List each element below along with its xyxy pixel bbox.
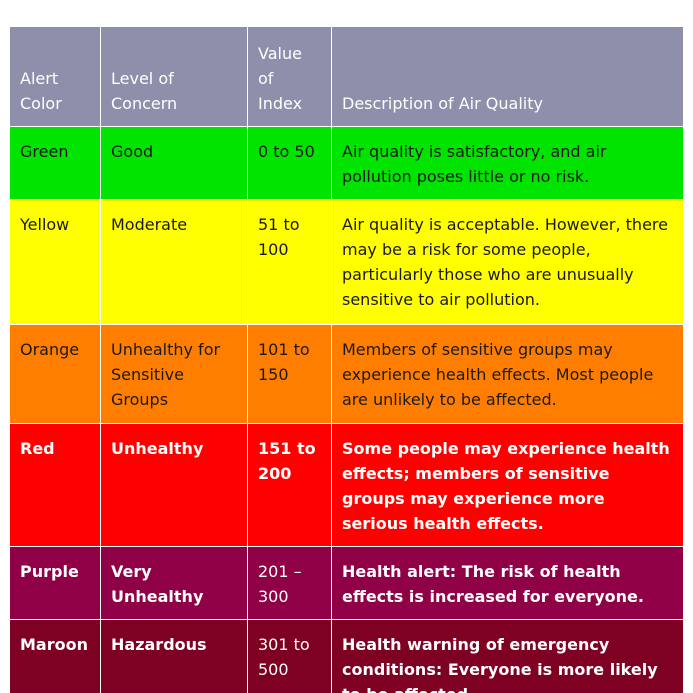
cell-alert-color: Yellow (9, 199, 101, 325)
cell-description: Health warning of emergency conditions: … (331, 619, 684, 693)
cell-alert-color: Green (9, 126, 101, 200)
cell-index-range: 101 to 150 (247, 324, 332, 424)
cell-description: Health alert: The risk of health effects… (331, 546, 684, 620)
cell-alert-color: Purple (9, 546, 101, 620)
table-header: Alert Color Level of Concern Value of In… (9, 26, 684, 127)
cell-description: Some people may experience health effect… (331, 423, 684, 547)
table-row-yellow: Yellow Moderate 51 to 100 Air quality is… (9, 199, 684, 325)
cell-index-range: 201 – 300 (247, 546, 332, 620)
table-body: Green Good 0 to 50 Air quality is satisf… (9, 126, 684, 693)
cell-index-range: 0 to 50 (247, 126, 332, 200)
header-level-of-concern: Level of Concern (100, 26, 248, 127)
cell-level-of-concern: Unhealthy (100, 423, 248, 547)
header-row: Alert Color Level of Concern Value of In… (9, 26, 684, 127)
header-alert-color: Alert Color (9, 26, 101, 127)
cell-index-range: 301 to 500 (247, 619, 332, 693)
cell-index-range: 151 to 200 (247, 423, 332, 547)
cell-alert-color: Maroon (9, 619, 101, 693)
table-row-purple: Purple Very Unhealthy 201 – 300 Health a… (9, 546, 684, 620)
table-row-red: Red Unhealthy 151 to 200 Some people may… (9, 423, 684, 547)
table-row-green: Green Good 0 to 50 Air quality is satisf… (9, 126, 684, 200)
header-value-of-index: Value of Index (247, 26, 332, 127)
cell-description: Members of sensitive groups may experien… (331, 324, 684, 424)
cell-level-of-concern: Unhealthy for Sensitive Groups (100, 324, 248, 424)
cell-description: Air quality is acceptable. However, ther… (331, 199, 684, 325)
cell-level-of-concern: Good (100, 126, 248, 200)
cell-index-range: 51 to 100 (247, 199, 332, 325)
header-description: Description of Air Quality (331, 26, 684, 127)
cell-level-of-concern: Very Unhealthy (100, 546, 248, 620)
cell-description: Air quality is satisfactory, and air pol… (331, 126, 684, 200)
table-row-maroon: Maroon Hazardous 301 to 500 Health warni… (9, 619, 684, 693)
aqi-table: Alert Color Level of Concern Value of In… (9, 26, 684, 693)
cell-level-of-concern: Moderate (100, 199, 248, 325)
cell-alert-color: Orange (9, 324, 101, 424)
table-row-orange: Orange Unhealthy for Sensitive Groups 10… (9, 324, 684, 424)
cell-alert-color: Red (9, 423, 101, 547)
cell-level-of-concern: Hazardous (100, 619, 248, 693)
